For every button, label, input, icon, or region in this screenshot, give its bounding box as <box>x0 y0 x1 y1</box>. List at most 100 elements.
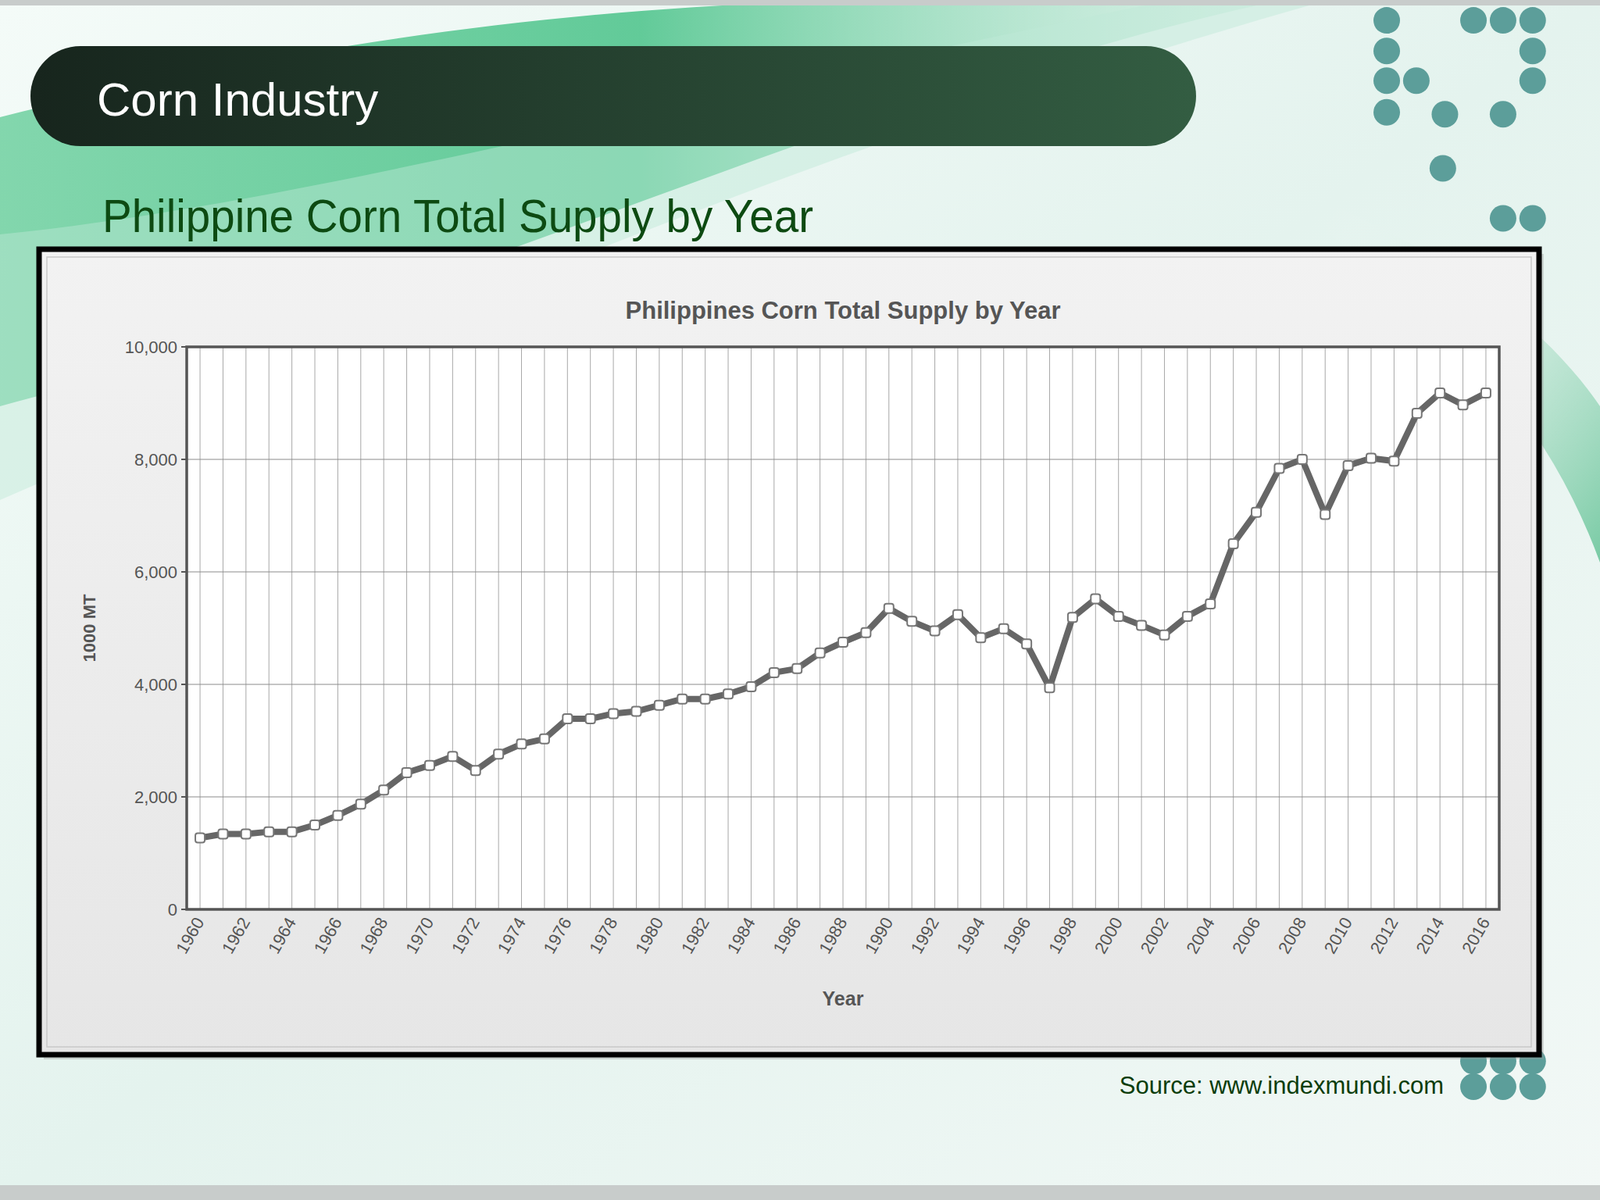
panel-inner-border <box>46 257 1532 1047</box>
x-axis: 1960196219641966196819701972197419761978… <box>171 914 1494 958</box>
x-grid-line <box>1325 346 1326 910</box>
data-point <box>493 749 504 759</box>
data-point <box>631 707 641 717</box>
decor-dot <box>1489 7 1517 34</box>
x-tick-label: 2008 <box>1274 914 1311 958</box>
x-grid-line <box>245 346 247 910</box>
decor-dot <box>1429 155 1457 183</box>
data-point <box>1458 400 1468 410</box>
x-grid-line <box>682 346 683 910</box>
decor-dot <box>1373 99 1400 126</box>
data-point <box>1343 460 1354 471</box>
x-grid-line <box>888 346 890 910</box>
y-tick-label: 0 <box>167 900 178 920</box>
page: {"slide": {"heading": "Corn Industry", "… <box>0 0 1600 1200</box>
data-point <box>1090 594 1100 604</box>
data-point <box>217 829 228 840</box>
y-tick-label: 2,000 <box>134 787 178 808</box>
x-grid-line <box>222 346 224 910</box>
x-grid-line <box>360 346 361 910</box>
y-grid-line <box>186 683 1500 685</box>
data-point <box>608 708 618 718</box>
x-grid-line <box>1347 346 1349 910</box>
data-point <box>425 760 435 771</box>
x-tick-label: 1980 <box>631 914 668 958</box>
x-grid-line <box>200 346 201 910</box>
decor-dot <box>1373 37 1400 65</box>
x-grid-line <box>543 346 545 910</box>
x-tick-label: 1970 <box>401 914 438 958</box>
x-grid-line <box>291 346 293 910</box>
x-tick-label: 2014 <box>1411 914 1448 958</box>
x-grid-line <box>452 346 454 910</box>
data-point <box>930 626 940 636</box>
data-point <box>907 616 917 626</box>
x-grid-line <box>1393 346 1395 910</box>
x-grid-line <box>980 346 982 910</box>
data-point <box>241 829 251 840</box>
x-tick-label: 2000 <box>1090 914 1127 958</box>
decor-dot <box>1460 7 1487 34</box>
data-point <box>517 739 527 749</box>
y-tick-label: 8,000 <box>134 450 178 470</box>
y-axis-title: 1000 MT <box>79 593 100 662</box>
data-point <box>975 632 986 643</box>
x-tick-label: 2004 <box>1182 914 1218 958</box>
x-grid-line <box>589 346 591 910</box>
plot-frame <box>186 346 1500 910</box>
slide: Corn Industry Philippine Corn Total Suppl… <box>0 0 1600 1200</box>
y-grid-line <box>186 796 1500 797</box>
y-tick-label: 4,000 <box>134 675 178 695</box>
x-grid-line <box>613 346 615 910</box>
subtitle: Philippine Corn Total Supply by Year <box>102 189 814 243</box>
decor-dot <box>1403 67 1430 94</box>
data-layer <box>195 388 1491 843</box>
x-grid-line <box>521 346 522 910</box>
data-point <box>1412 408 1422 418</box>
y-tick-label: 6,000 <box>134 562 178 583</box>
x-tick-label: 2012 <box>1366 914 1403 958</box>
x-grid-line <box>1117 346 1119 910</box>
data-point <box>1114 611 1124 622</box>
x-grid-line <box>819 346 821 910</box>
x-tick-label: 1996 <box>998 914 1035 958</box>
data-line <box>200 392 1486 839</box>
data-point <box>1021 639 1032 649</box>
decor-dot <box>1519 37 1547 65</box>
data-point <box>1136 620 1147 630</box>
decor-dot <box>1460 1073 1487 1100</box>
x-tick-label: 1976 <box>539 914 576 958</box>
header-bar <box>30 46 1197 147</box>
x-grid-line <box>635 346 637 910</box>
decor-dot <box>1431 100 1458 128</box>
x-tick-label: 1984 <box>723 914 760 958</box>
data-point <box>562 714 572 724</box>
x-axis-title: Year <box>822 987 865 1010</box>
data-point <box>1366 453 1376 464</box>
x-grid-line <box>1462 346 1464 910</box>
data-point <box>1297 454 1308 465</box>
data-point <box>999 624 1009 634</box>
chart-panel <box>39 249 1540 1055</box>
data-point <box>1389 456 1399 466</box>
x-grid-line <box>842 346 844 910</box>
x-tick-label: 1968 <box>355 914 392 958</box>
x-tick-label: 2010 <box>1320 914 1357 958</box>
decor-dot <box>1519 205 1547 233</box>
x-tick-label: 1998 <box>1044 914 1081 958</box>
x-tick-label: 1986 <box>768 914 805 958</box>
x-grid-line <box>1370 346 1372 910</box>
y-grid-line <box>186 571 1500 572</box>
data-point <box>1251 507 1261 518</box>
data-point <box>838 637 848 647</box>
x-grid-line <box>1256 346 1258 910</box>
bottom-band <box>0 1185 1600 1200</box>
x-tick-label: 1990 <box>860 914 897 958</box>
decor-dot <box>1489 205 1517 233</box>
data-point <box>356 799 366 809</box>
x-tick-label: 1960 <box>171 914 208 958</box>
data-point <box>860 628 871 638</box>
heading: Corn Industry <box>96 73 379 126</box>
x-grid-line <box>337 346 339 910</box>
data-point <box>953 610 963 620</box>
